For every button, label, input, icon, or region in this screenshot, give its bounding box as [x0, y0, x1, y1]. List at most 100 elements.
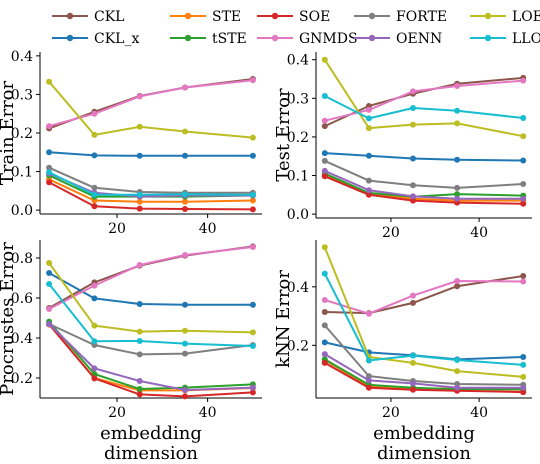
data-point-oenn [454, 195, 461, 202]
series-oenn [321, 351, 527, 391]
legend-marker-lloe [484, 34, 492, 42]
data-point-forte [321, 322, 328, 329]
data-point-lloe [136, 338, 143, 344]
x-tick-label: 40 [199, 221, 217, 237]
legend-entry-ckl-x: CKL_x [52, 31, 139, 47]
data-point-gnmds [410, 292, 416, 299]
data-point-oenn [249, 384, 256, 391]
y-tick-label: 0.6 [11, 291, 33, 307]
data-point-ckl-x [520, 157, 527, 164]
data-point-loe [91, 322, 98, 329]
data-point-soe [91, 375, 98, 382]
data-point-oenn [454, 384, 461, 391]
legend-entry-gnmds: GNMDS [257, 31, 358, 47]
data-point-ste [249, 197, 256, 204]
series-line-ckl-x [324, 152, 524, 162]
data-point-lloe [249, 191, 256, 198]
data-point-ste [182, 198, 188, 205]
data-point-forte [321, 157, 328, 164]
data-point-oenn [136, 378, 143, 384]
data-point-lloe [46, 169, 53, 176]
y-tick-label: 0.2 [11, 126, 33, 142]
data-point-oenn [410, 193, 416, 200]
data-point-loe [410, 121, 416, 128]
data-point-loe [520, 133, 527, 140]
data-point-ckl-x [454, 156, 461, 163]
x-tick-label: 40 [470, 225, 488, 241]
y-tick-label: 0.8 [11, 251, 33, 267]
series-lloe [321, 270, 527, 368]
series-line-gnmds [324, 280, 524, 315]
panel-knn-error: 0.2 0.4 20 40 kNN Error embedding dimension [273, 240, 532, 464]
data-point-soe [365, 191, 372, 198]
data-point-ckl-x [321, 339, 328, 346]
data-point-gnmds [136, 262, 143, 268]
data-point-ckl [321, 123, 328, 130]
series-line-loe [48, 81, 253, 139]
legend-entry-soe: SOE [257, 9, 330, 25]
data-point-soe [91, 203, 98, 210]
series-loe [46, 78, 256, 141]
data-point-gnmds [249, 244, 256, 250]
x-tick-label: 40 [199, 405, 217, 421]
data-point-lloe [410, 352, 416, 359]
data-point-forte [410, 182, 416, 189]
data-point-loe [454, 368, 461, 375]
data-point-soe [410, 197, 416, 204]
data-point-lloe [46, 281, 53, 287]
x-axis-title: embedding dimension [373, 423, 475, 464]
data-point-loe [136, 123, 143, 130]
series-loe [321, 56, 527, 140]
data-point-oenn [46, 321, 53, 327]
data-point-soe [365, 384, 372, 391]
legend: CKL CKL_x STE tSTE SOE GNMDS FORTE OENN LOE LLOE [52, 9, 540, 47]
data-point-gnmds [182, 84, 188, 91]
data-point-lloe [182, 340, 188, 347]
series-ckl [46, 76, 256, 132]
data-point-gnmds [91, 110, 98, 117]
y-tick-label: 0.0 [11, 203, 33, 219]
series-line-ckl [48, 78, 254, 130]
data-point-soe [136, 391, 143, 398]
series-line-ckl-x [49, 151, 253, 157]
legend-label-ckl: CKL [94, 9, 124, 25]
data-point-soe [321, 173, 328, 180]
data-point-gnmds [454, 278, 461, 284]
data-point-ckl-x [182, 301, 188, 308]
data-point-gnmds [182, 252, 188, 258]
data-point-gnmds [365, 106, 372, 113]
data-point-loe [410, 359, 416, 366]
data-point-ckl-x [249, 301, 256, 308]
data-point-loe [321, 56, 328, 63]
data-point-ckl-x [249, 152, 256, 159]
series-gnmds [46, 77, 256, 130]
legend-marker-tste [184, 34, 192, 42]
y-tick-label: 0.4 [287, 53, 309, 69]
data-point-tste [454, 191, 461, 198]
y-tick-label: 0.3 [287, 91, 309, 107]
legend-label-soe: SOE [299, 9, 330, 25]
series-line-ckl-x [48, 272, 253, 306]
data-point-ckl [454, 283, 461, 290]
y-tick-label: 0.3 [11, 87, 33, 103]
data-point-oenn [321, 167, 328, 174]
legend-marker-ckl-x [66, 34, 74, 42]
y-tick-label: 0.4 [11, 49, 33, 65]
series-gnmds [321, 77, 527, 124]
data-point-forte [91, 184, 98, 191]
data-point-gnmds [46, 123, 53, 130]
data-point-oenn [520, 384, 527, 391]
legend-entry-ckl: CKL [52, 9, 124, 25]
x-tick-label: 20 [382, 405, 400, 421]
data-point-lloe [365, 357, 372, 364]
data-point-forte [454, 184, 461, 191]
data-point-gnmds [46, 306, 53, 312]
data-point-gnmds [136, 93, 143, 100]
series-line-gnmds [48, 79, 254, 128]
x-tick-label: 20 [382, 225, 400, 241]
y-tick-label: 0.4 [11, 331, 33, 347]
y-axis-title: Test Error [273, 88, 294, 182]
data-point-forte [365, 373, 372, 380]
data-point-oenn [410, 380, 416, 387]
